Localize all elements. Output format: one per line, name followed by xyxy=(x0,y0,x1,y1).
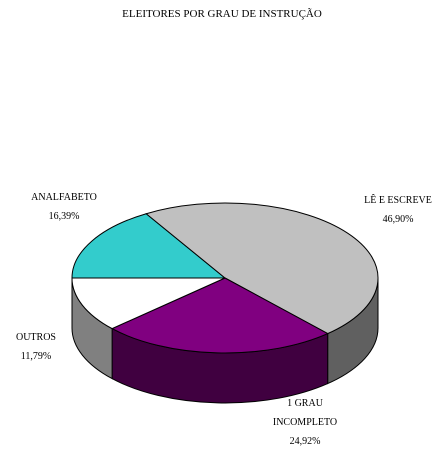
slice-value-label: 46,90% xyxy=(382,214,414,225)
slice-label: OUTROS xyxy=(15,332,56,343)
chart-title: ELEITORES POR GRAU DE INSTRUÇÃO xyxy=(122,8,322,20)
slice xyxy=(71,213,227,279)
slice xyxy=(71,277,226,330)
slice-label: LÊ E ESCREVE xyxy=(364,195,432,206)
slice-value-label: 24,92% xyxy=(289,436,321,447)
slice-value-label: 11,79% xyxy=(20,351,52,362)
slice xyxy=(110,277,329,354)
slice-label: ANALFABETO xyxy=(31,192,97,203)
slice-label: 1 GRAU INCOMPLETO xyxy=(272,398,338,428)
slice xyxy=(145,202,379,335)
slice-value-label: 16,39% xyxy=(48,211,80,222)
